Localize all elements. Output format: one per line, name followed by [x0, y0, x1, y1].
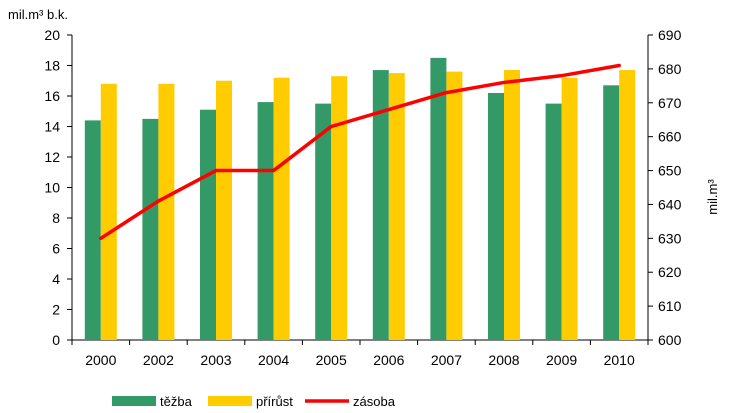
bar-tezba — [315, 103, 332, 340]
bar-tezba — [84, 120, 101, 341]
bar-prirust — [216, 80, 232, 340]
x-tick-label: 2008 — [488, 352, 519, 368]
x-tick-label: 2010 — [604, 352, 635, 368]
bar-prirust — [619, 70, 636, 340]
y-right-tick-label: 690 — [658, 27, 682, 43]
bar-prirust — [561, 77, 578, 340]
tick-labels: 0 2 4 6 8 10 12 14 16 18 20 600 610 620 630 640 650 660 67… — [8, 7, 720, 368]
y-left-tick-label: 8 — [52, 210, 60, 226]
legend-label: těžba — [160, 394, 193, 409]
y-left-tick-label: 6 — [52, 241, 60, 257]
y-right-tick-label: 600 — [658, 332, 682, 348]
y-right-tick-label: 630 — [658, 230, 682, 246]
y-right-tick-label: 650 — [658, 163, 682, 179]
x-tick-label: 2000 — [85, 352, 116, 368]
x-tick-label: 2006 — [373, 352, 404, 368]
bar-tezba — [257, 102, 274, 340]
y-right-tick-label: 640 — [658, 196, 682, 212]
y-left-tick-label: 4 — [52, 271, 60, 287]
y-right-tick-label: 670 — [658, 95, 682, 111]
y-left-tick-label: 20 — [44, 27, 60, 43]
bar-prirust — [331, 76, 348, 341]
x-tick-label: 2003 — [200, 352, 231, 368]
legend-swatch — [112, 396, 156, 406]
y-right-axis-label: mil.m³ — [705, 179, 720, 215]
bar-tezba — [488, 92, 504, 340]
y-right-tick-label: 680 — [658, 61, 682, 77]
x-tick-label: 2002 — [143, 352, 174, 368]
x-tick-label: 2005 — [316, 352, 347, 368]
bar-tezba — [545, 103, 562, 340]
bar-prirust — [158, 83, 175, 341]
x-tick-label: 2007 — [431, 352, 462, 368]
y-left-axis-label: mil.m³ b.k. — [8, 7, 68, 22]
y-right-tick-label: 620 — [658, 264, 682, 280]
y-left-tick-label: 2 — [52, 302, 60, 318]
bar-prirust — [504, 70, 520, 340]
y-left-tick-label: 14 — [44, 119, 60, 135]
y-left-tick-label: 16 — [44, 88, 60, 104]
y-right-tick-label: 610 — [658, 298, 682, 314]
bars — [84, 57, 636, 341]
bar-tezba — [372, 70, 389, 340]
bar-tezba — [142, 118, 159, 340]
bar-prirust — [446, 71, 463, 340]
legend: těžba přírůst zásoba — [112, 394, 396, 409]
bar-prirust — [100, 83, 117, 341]
y-left-tick-label: 12 — [44, 149, 60, 165]
x-tick-label: 2009 — [546, 352, 577, 368]
y-left-tick-label: 10 — [44, 180, 60, 196]
line-zasoba — [99, 63, 621, 241]
bar-prirust — [388, 73, 405, 340]
bar-tezba — [430, 57, 447, 340]
y-left-tick-label: 18 — [44, 58, 60, 74]
y-right-tick-label: 660 — [658, 129, 682, 145]
x-tick-label: 2004 — [258, 352, 289, 368]
bar-tezba — [200, 109, 216, 340]
bar-tezba — [603, 85, 620, 340]
line-series — [99, 63, 621, 241]
legend-label: přírůst — [256, 394, 293, 409]
legend-swatch — [208, 396, 252, 406]
y-left-tick-label: 0 — [52, 332, 60, 348]
bar-prirust — [273, 77, 290, 340]
legend-label: zásoba — [353, 394, 396, 409]
